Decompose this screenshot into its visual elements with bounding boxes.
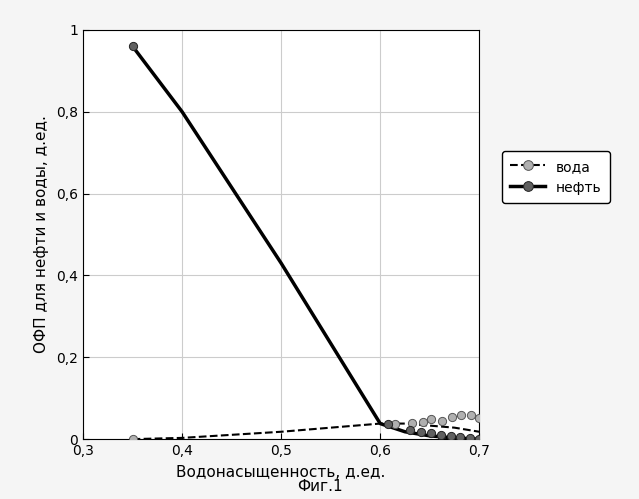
Point xyxy=(383,420,393,428)
Y-axis label: ОФП для нефти и воды, д.ед.: ОФП для нефти и воды, д.ед. xyxy=(35,116,49,353)
Point xyxy=(445,432,456,440)
Point xyxy=(426,430,436,438)
Point xyxy=(456,411,466,419)
Point xyxy=(436,431,446,439)
Point xyxy=(447,413,457,421)
Legend: вода, нефть: вода, нефть xyxy=(502,152,610,203)
Point xyxy=(127,42,137,50)
Point xyxy=(426,416,436,424)
Point xyxy=(405,426,415,434)
Text: Фиг.1: Фиг.1 xyxy=(296,479,343,494)
Point xyxy=(474,414,484,422)
Point xyxy=(456,433,466,441)
Point xyxy=(465,434,475,442)
Point xyxy=(390,420,400,428)
X-axis label: Водонасыщенность, д.ед.: Водонасыщенность, д.ед. xyxy=(176,465,386,480)
Point xyxy=(416,428,426,436)
Point xyxy=(127,435,137,443)
Point xyxy=(466,411,477,419)
Point xyxy=(474,435,484,443)
Point xyxy=(436,417,447,425)
Point xyxy=(407,419,417,427)
Point xyxy=(418,418,428,426)
